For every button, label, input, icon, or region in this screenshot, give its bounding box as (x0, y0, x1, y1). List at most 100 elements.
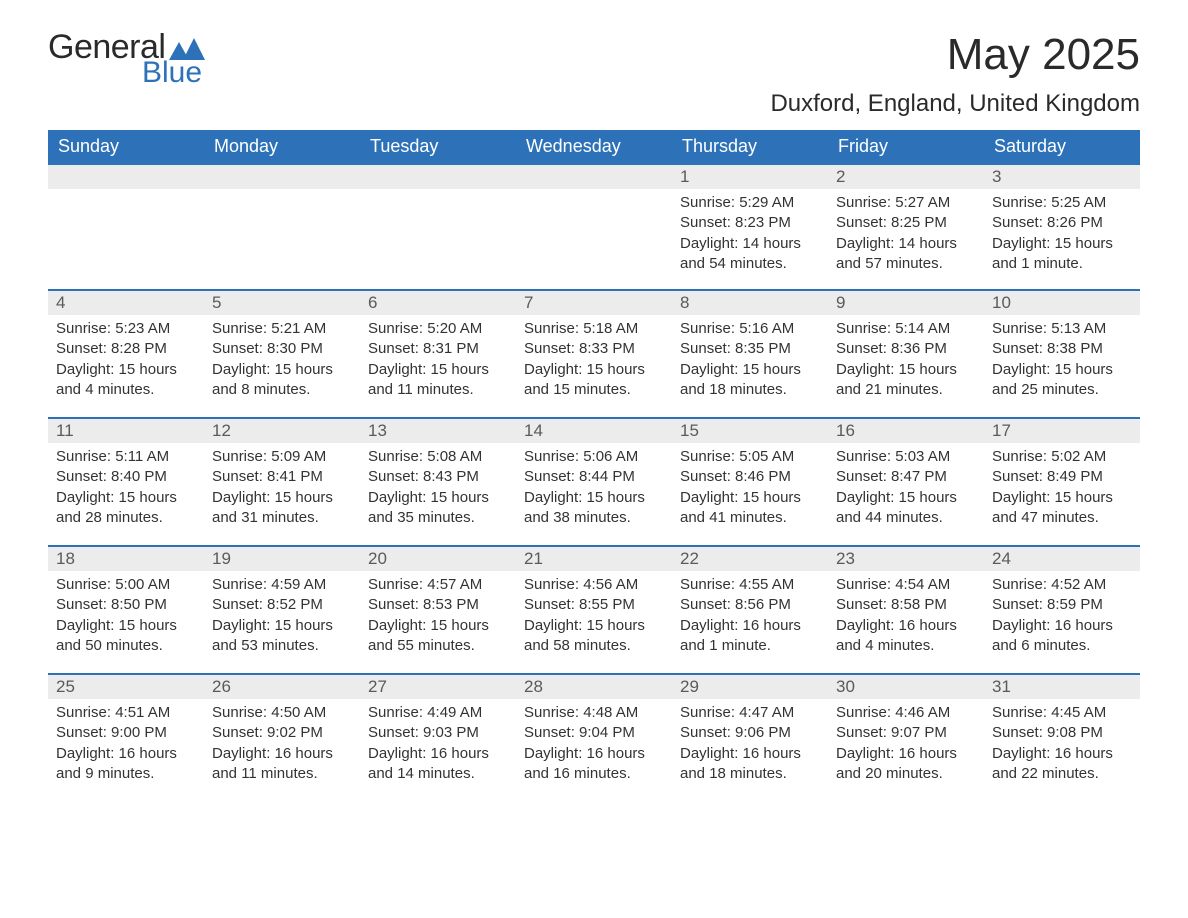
day-cell: 29Sunrise: 4:47 AMSunset: 9:06 PMDayligh… (672, 675, 828, 801)
day-cell: 22Sunrise: 4:55 AMSunset: 8:56 PMDayligh… (672, 547, 828, 673)
daylight-text: Daylight: 15 hours and 15 minutes. (524, 360, 664, 401)
day-cell: 12Sunrise: 5:09 AMSunset: 8:41 PMDayligh… (204, 419, 360, 545)
daylight-text: Daylight: 16 hours and 6 minutes. (992, 616, 1132, 657)
day-body: Sunrise: 4:54 AMSunset: 8:58 PMDaylight:… (828, 571, 984, 664)
day-body: Sunrise: 5:05 AMSunset: 8:46 PMDaylight:… (672, 443, 828, 536)
sunset-text: Sunset: 9:00 PM (56, 723, 196, 743)
day-cell: 4Sunrise: 5:23 AMSunset: 8:28 PMDaylight… (48, 291, 204, 417)
sunrise-text: Sunrise: 5:13 AM (992, 319, 1132, 339)
day-number: 24 (984, 547, 1140, 571)
day-cell: 5Sunrise: 5:21 AMSunset: 8:30 PMDaylight… (204, 291, 360, 417)
day-number: 21 (516, 547, 672, 571)
day-number: 3 (984, 165, 1140, 189)
sunset-text: Sunset: 9:06 PM (680, 723, 820, 743)
day-number: 20 (360, 547, 516, 571)
sunrise-text: Sunrise: 5:20 AM (368, 319, 508, 339)
day-cell: 3Sunrise: 5:25 AMSunset: 8:26 PMDaylight… (984, 165, 1140, 289)
sunrise-text: Sunrise: 4:51 AM (56, 703, 196, 723)
day-number: 12 (204, 419, 360, 443)
day-number: 30 (828, 675, 984, 699)
sunrise-text: Sunrise: 4:57 AM (368, 575, 508, 595)
daylight-text: Daylight: 15 hours and 4 minutes. (56, 360, 196, 401)
daylight-text: Daylight: 15 hours and 1 minute. (992, 234, 1132, 275)
daylight-text: Daylight: 15 hours and 31 minutes. (212, 488, 352, 529)
week-row: 25Sunrise: 4:51 AMSunset: 9:00 PMDayligh… (48, 673, 1140, 801)
sunrise-text: Sunrise: 5:11 AM (56, 447, 196, 467)
day-cell: 1Sunrise: 5:29 AMSunset: 8:23 PMDaylight… (672, 165, 828, 289)
sunrise-text: Sunrise: 4:50 AM (212, 703, 352, 723)
day-body: Sunrise: 5:14 AMSunset: 8:36 PMDaylight:… (828, 315, 984, 408)
sunrise-text: Sunrise: 4:56 AM (524, 575, 664, 595)
sunset-text: Sunset: 8:49 PM (992, 467, 1132, 487)
daylight-text: Daylight: 14 hours and 57 minutes. (836, 234, 976, 275)
sunset-text: Sunset: 8:53 PM (368, 595, 508, 615)
day-cell: 6Sunrise: 5:20 AMSunset: 8:31 PMDaylight… (360, 291, 516, 417)
sunrise-text: Sunrise: 5:03 AM (836, 447, 976, 467)
sunset-text: Sunset: 8:40 PM (56, 467, 196, 487)
day-number: 25 (48, 675, 204, 699)
sunset-text: Sunset: 8:41 PM (212, 467, 352, 487)
weekday-header-row: Sunday Monday Tuesday Wednesday Thursday… (48, 130, 1140, 165)
day-number: 8 (672, 291, 828, 315)
day-body: Sunrise: 5:00 AMSunset: 8:50 PMDaylight:… (48, 571, 204, 664)
day-body: Sunrise: 5:20 AMSunset: 8:31 PMDaylight:… (360, 315, 516, 408)
day-number: 13 (360, 419, 516, 443)
sunrise-text: Sunrise: 4:48 AM (524, 703, 664, 723)
sunrise-text: Sunrise: 4:59 AM (212, 575, 352, 595)
daylight-text: Daylight: 15 hours and 21 minutes. (836, 360, 976, 401)
day-cell (516, 165, 672, 289)
day-cell: 8Sunrise: 5:16 AMSunset: 8:35 PMDaylight… (672, 291, 828, 417)
sunset-text: Sunset: 8:52 PM (212, 595, 352, 615)
sunset-text: Sunset: 8:30 PM (212, 339, 352, 359)
daylight-text: Daylight: 15 hours and 55 minutes. (368, 616, 508, 657)
day-body: Sunrise: 5:29 AMSunset: 8:23 PMDaylight:… (672, 189, 828, 282)
sunset-text: Sunset: 8:47 PM (836, 467, 976, 487)
day-body: Sunrise: 4:55 AMSunset: 8:56 PMDaylight:… (672, 571, 828, 664)
day-number: 18 (48, 547, 204, 571)
daylight-text: Daylight: 14 hours and 54 minutes. (680, 234, 820, 275)
day-body (516, 189, 672, 201)
day-cell: 25Sunrise: 4:51 AMSunset: 9:00 PMDayligh… (48, 675, 204, 801)
sunset-text: Sunset: 8:35 PM (680, 339, 820, 359)
weekday-header: Thursday (672, 130, 828, 165)
sunrise-text: Sunrise: 4:55 AM (680, 575, 820, 595)
day-body: Sunrise: 4:52 AMSunset: 8:59 PMDaylight:… (984, 571, 1140, 664)
day-number (48, 165, 204, 189)
day-body: Sunrise: 4:51 AMSunset: 9:00 PMDaylight:… (48, 699, 204, 792)
day-cell: 15Sunrise: 5:05 AMSunset: 8:46 PMDayligh… (672, 419, 828, 545)
day-body: Sunrise: 5:03 AMSunset: 8:47 PMDaylight:… (828, 443, 984, 536)
sunrise-text: Sunrise: 5:16 AM (680, 319, 820, 339)
day-cell: 10Sunrise: 5:13 AMSunset: 8:38 PMDayligh… (984, 291, 1140, 417)
day-number: 27 (360, 675, 516, 699)
day-body (360, 189, 516, 201)
day-body: Sunrise: 5:25 AMSunset: 8:26 PMDaylight:… (984, 189, 1140, 282)
day-body: Sunrise: 4:47 AMSunset: 9:06 PMDaylight:… (672, 699, 828, 792)
daylight-text: Daylight: 15 hours and 53 minutes. (212, 616, 352, 657)
day-cell: 27Sunrise: 4:49 AMSunset: 9:03 PMDayligh… (360, 675, 516, 801)
daylight-text: Daylight: 15 hours and 8 minutes. (212, 360, 352, 401)
day-number (204, 165, 360, 189)
day-body: Sunrise: 4:48 AMSunset: 9:04 PMDaylight:… (516, 699, 672, 792)
daylight-text: Daylight: 16 hours and 16 minutes. (524, 744, 664, 785)
weekday-header: Tuesday (360, 130, 516, 165)
calendar: Sunday Monday Tuesday Wednesday Thursday… (48, 130, 1140, 801)
sunset-text: Sunset: 8:43 PM (368, 467, 508, 487)
day-body: Sunrise: 5:21 AMSunset: 8:30 PMDaylight:… (204, 315, 360, 408)
day-cell (48, 165, 204, 289)
day-number: 6 (360, 291, 516, 315)
day-number (360, 165, 516, 189)
title-block: May 2025 Duxford, England, United Kingdo… (770, 30, 1140, 118)
day-cell: 9Sunrise: 5:14 AMSunset: 8:36 PMDaylight… (828, 291, 984, 417)
sunset-text: Sunset: 9:02 PM (212, 723, 352, 743)
sunrise-text: Sunrise: 4:54 AM (836, 575, 976, 595)
logo-text-blue: Blue (142, 58, 205, 88)
daylight-text: Daylight: 15 hours and 25 minutes. (992, 360, 1132, 401)
day-number: 16 (828, 419, 984, 443)
day-number: 10 (984, 291, 1140, 315)
sunset-text: Sunset: 8:25 PM (836, 213, 976, 233)
daylight-text: Daylight: 16 hours and 18 minutes. (680, 744, 820, 785)
sunset-text: Sunset: 9:04 PM (524, 723, 664, 743)
sunrise-text: Sunrise: 5:06 AM (524, 447, 664, 467)
sunrise-text: Sunrise: 5:02 AM (992, 447, 1132, 467)
sunset-text: Sunset: 8:33 PM (524, 339, 664, 359)
